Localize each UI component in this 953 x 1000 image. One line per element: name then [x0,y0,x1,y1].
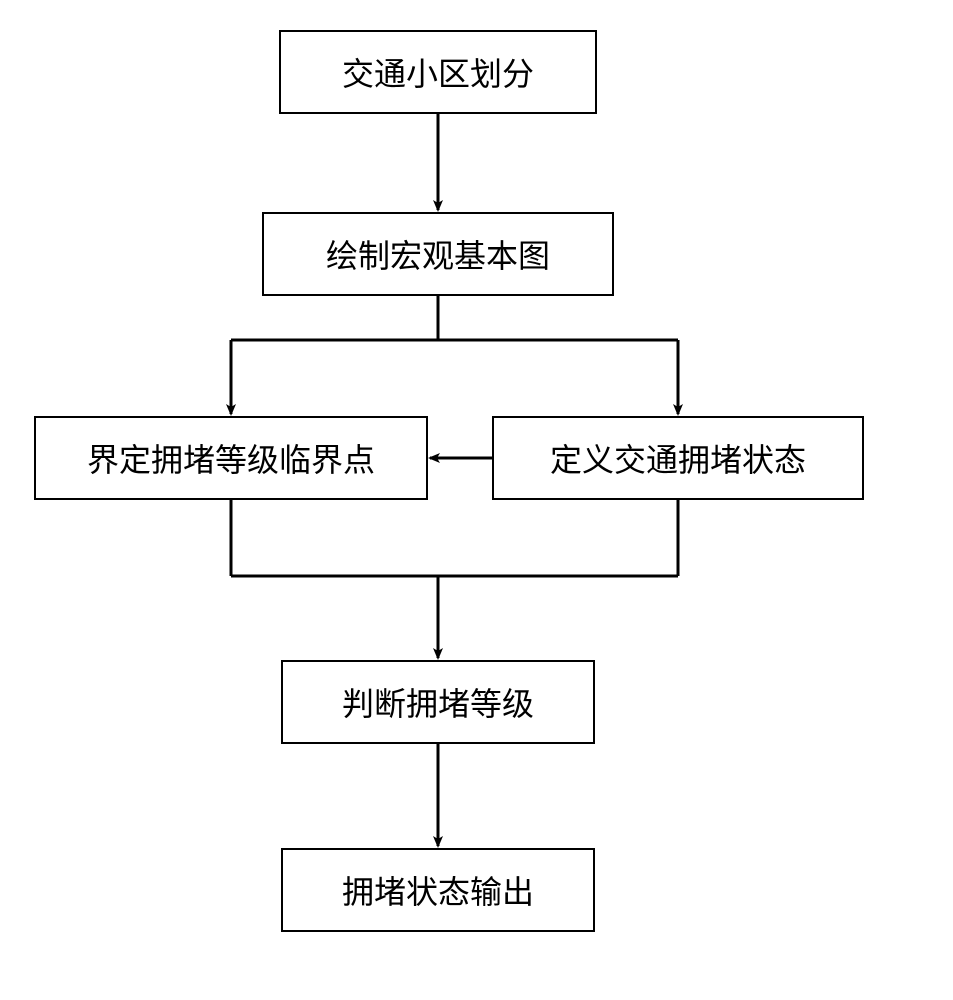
node-label: 判断拥堵等级 [342,679,534,725]
node-label: 绘制宏观基本图 [326,231,550,277]
node-label: 界定拥堵等级临界点 [87,435,375,481]
node-traffic-zone-division: 交通小区划分 [279,30,597,114]
node-label: 交通小区划分 [342,49,534,95]
node-define-congestion-threshold: 界定拥堵等级临界点 [34,416,428,500]
node-label: 定义交通拥堵状态 [550,435,806,481]
node-label: 拥堵状态输出 [342,867,534,913]
node-draw-macro-diagram: 绘制宏观基本图 [262,212,614,296]
node-define-congestion-state: 定义交通拥堵状态 [492,416,864,500]
node-judge-congestion-level: 判断拥堵等级 [281,660,595,744]
node-output-congestion-state: 拥堵状态输出 [281,848,595,932]
